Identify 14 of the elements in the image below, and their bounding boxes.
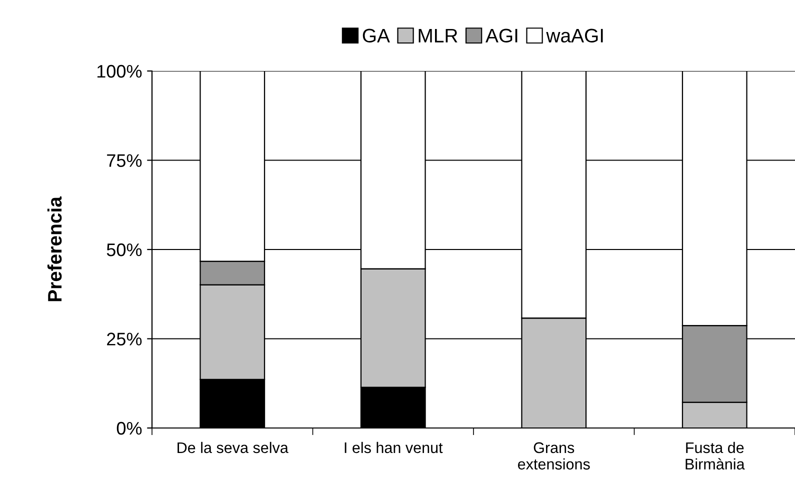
y-tick-label: 25% — [107, 332, 142, 346]
x-tick-label: Grans extensions — [518, 442, 590, 470]
y-axis-title: Preferencia — [47, 196, 62, 302]
y-tick-label: 0% — [116, 422, 142, 435]
y-tick-label: 100% — [97, 64, 142, 78]
x-tick-label: I els han venut — [344, 442, 443, 454]
legend-label: AGI — [486, 28, 518, 43]
y-tick-label: 50% — [106, 243, 142, 256]
legend-label: MLR — [418, 28, 458, 42]
legend-label: waAGI — [546, 28, 603, 43]
legend-label: GA — [362, 28, 390, 43]
x-tick-label: Fusta de Birmània — [686, 442, 745, 470]
x-tick-label: De la seva selva — [178, 442, 288, 454]
y-tick-label: 75% — [107, 154, 142, 167]
